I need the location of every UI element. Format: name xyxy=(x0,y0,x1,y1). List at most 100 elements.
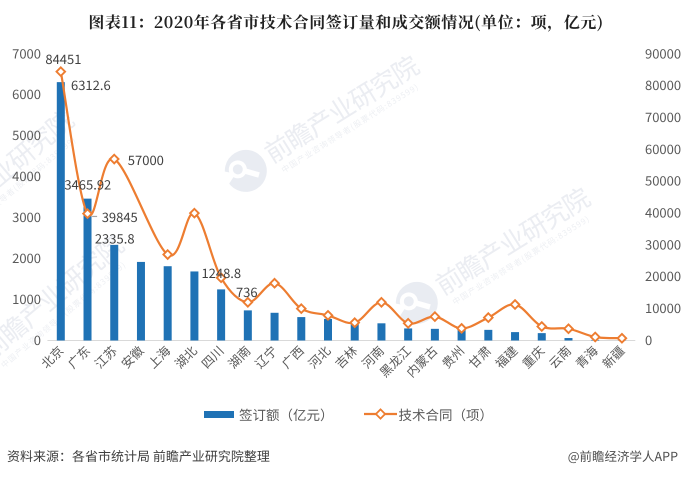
line-marker-diamond xyxy=(295,303,307,315)
y-tick-label-right: 30000 xyxy=(645,234,681,253)
data-label: 57000 xyxy=(128,150,164,169)
x-tick-label: 江苏 xyxy=(89,341,120,372)
y-tick-label-right: 80000 xyxy=(645,75,681,94)
author-credit: @前瞻经济学人APP xyxy=(567,446,678,465)
magnifier-logo-icon xyxy=(218,149,267,192)
line-marker-diamond xyxy=(215,272,227,284)
x-tick-label: 新疆 xyxy=(597,341,628,372)
y-tick-label-left: 0 xyxy=(34,330,41,349)
line-marker-diamond xyxy=(242,296,254,308)
line-marker-diamond xyxy=(375,296,388,308)
line-marker-diamond xyxy=(482,311,494,324)
bar xyxy=(270,312,279,341)
x-tick-label: 内蒙古 xyxy=(401,341,441,381)
x-tick-label: 吉林 xyxy=(330,341,361,372)
y-tick-label-right: 10000 xyxy=(645,298,681,317)
bar xyxy=(324,318,332,341)
line-marker-diamond xyxy=(616,332,628,344)
x-tick-label: 辽宁 xyxy=(250,341,281,372)
bar xyxy=(564,338,573,341)
data-label: 84451 xyxy=(45,49,81,68)
line-marker-diamond xyxy=(81,208,94,220)
y-tick-label-left: 5000 xyxy=(12,125,41,144)
x-tick-label: 贵州 xyxy=(437,341,468,372)
line-marker-diamond xyxy=(108,153,120,165)
bar xyxy=(297,317,306,341)
x-tick-label: 云南 xyxy=(544,341,575,372)
y-tick-label-right: 60000 xyxy=(645,139,681,158)
data-label: 1248.8 xyxy=(201,263,241,282)
line-marker-diamond xyxy=(536,320,548,333)
y-tick-label-left: 1000 xyxy=(12,289,41,308)
line-marker-diamond xyxy=(509,298,521,311)
line-marker-diamond xyxy=(349,317,361,329)
legend-bar-label: 签订额（亿元） xyxy=(239,404,334,424)
data-label: 736 xyxy=(236,282,258,301)
magnifier-logo-icon xyxy=(389,281,438,324)
bar xyxy=(83,198,92,341)
legend-bar-swatch-icon xyxy=(204,410,234,418)
x-tick-label: 广西 xyxy=(277,341,308,372)
y-tick-label-left: 4000 xyxy=(12,166,41,185)
line-marker-diamond xyxy=(322,309,334,321)
y-tick-label-left: 6000 xyxy=(12,84,41,103)
y-tick-label-right: 40000 xyxy=(645,203,681,222)
y-tick-label-right: 70000 xyxy=(645,107,681,126)
y-tick-label-right: 90000 xyxy=(645,43,681,62)
x-tick-label: 重庆 xyxy=(517,341,548,372)
y-tick-label-right: 0 xyxy=(645,330,652,349)
line-marker-diamond xyxy=(162,248,174,261)
bar xyxy=(404,328,413,341)
data-label: 3465.92 xyxy=(64,174,111,193)
legend-line-label: 技术合同（项） xyxy=(398,404,494,424)
bar xyxy=(190,271,199,341)
bar xyxy=(377,323,386,341)
line-marker-diamond xyxy=(562,323,575,335)
y-tick-label-right: 50000 xyxy=(645,171,681,190)
data-label: 2335.8 xyxy=(95,228,135,247)
bar xyxy=(511,332,520,341)
data-label: 39845 xyxy=(102,207,138,226)
data-label: 6312.6 xyxy=(71,75,111,94)
bar xyxy=(110,244,119,341)
y-tick-label-left: 7000 xyxy=(12,43,41,62)
x-tick-label: 四川 xyxy=(196,341,227,372)
x-tick-label: 安徽 xyxy=(116,341,147,372)
x-tick-label: 湖北 xyxy=(170,341,201,372)
bar xyxy=(243,310,252,341)
x-tick-label: 河北 xyxy=(303,341,334,372)
watermark-main-text: 前瞻产业研究院 xyxy=(428,178,597,303)
line-marker-diamond xyxy=(188,207,201,219)
legend-line-swatch-icon xyxy=(363,406,397,422)
x-tick-label: 广东 xyxy=(63,341,94,372)
line-marker-diamond xyxy=(402,317,414,329)
x-tick-label: 福建 xyxy=(490,341,521,372)
line-marker-diamond xyxy=(589,331,601,343)
legend: 签订额（亿元） 技术合同（项） xyxy=(204,404,493,424)
y-tick-label-left: 3000 xyxy=(12,207,41,226)
chart-title: 图表11：2020年各省市技术合同签订量和成交额情况(单位：项，亿元) xyxy=(88,10,604,33)
x-tick-label: 甘肃 xyxy=(464,341,495,372)
bar xyxy=(163,266,172,341)
bar xyxy=(484,329,493,341)
bar xyxy=(56,82,65,341)
x-tick-label: 湖南 xyxy=(223,341,254,372)
bar xyxy=(217,289,226,341)
line-marker-diamond xyxy=(55,66,67,78)
bar xyxy=(136,261,145,341)
line-marker-diamond xyxy=(268,277,281,289)
line-series-path xyxy=(59,71,622,340)
source-note: 资料来源：各省市统计局 前瞻产业研究院整理 xyxy=(7,446,270,465)
x-tick-label: 上海 xyxy=(143,341,174,372)
watermark-main-text: 前瞻产业研究院 xyxy=(257,46,426,171)
bar xyxy=(350,323,359,341)
bar xyxy=(537,333,546,341)
x-tick-label: 青海 xyxy=(570,341,601,372)
y-tick-label-right: 20000 xyxy=(645,266,681,285)
line-marker-diamond xyxy=(455,322,468,335)
y-tick-label-left: 2000 xyxy=(12,248,41,267)
